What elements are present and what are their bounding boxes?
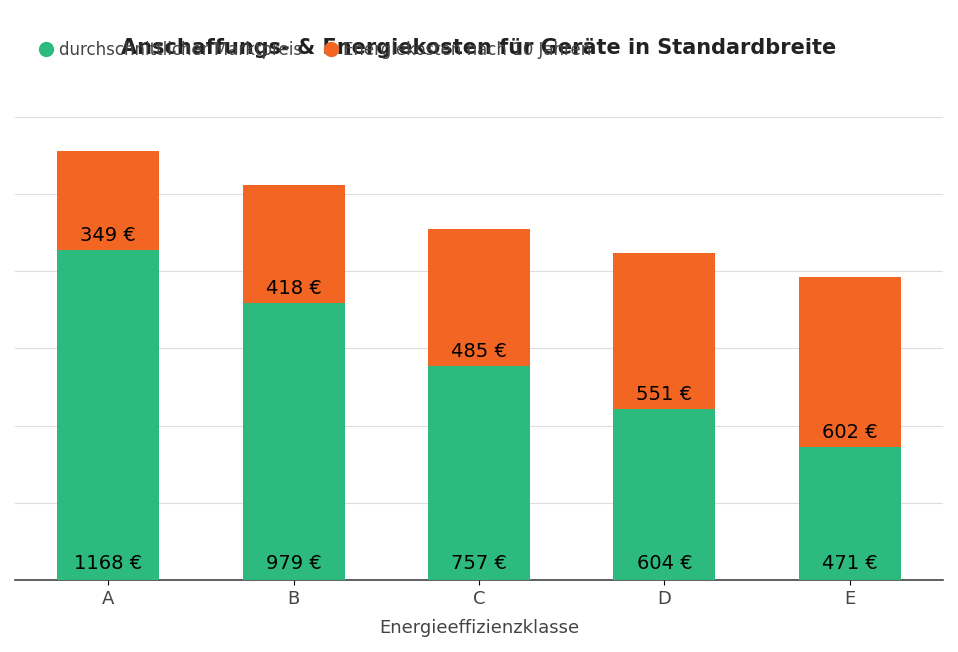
Text: 485 €: 485 € [451,342,507,361]
Text: 551 €: 551 € [636,385,693,404]
Legend: durchschnittlicher Marktpreis, Energiekosten nach 10 Jahren: durchschnittlicher Marktpreis, Energieko… [42,42,592,59]
Bar [242,185,345,303]
Text: 349 €: 349 € [80,226,136,244]
Bar [799,276,901,447]
X-axis label: Energieeffizienzklasse: Energieeffizienzklasse [379,619,579,637]
Text: 1168 €: 1168 € [74,554,142,573]
Text: 979 €: 979 € [265,554,322,573]
Title: Anschaffungs- & Energiekosten für Geräte in Standardbreite: Anschaffungs- & Energiekosten für Geräte… [122,38,836,58]
Bar [799,447,901,580]
Bar [613,409,716,580]
Text: 604 €: 604 € [637,554,693,573]
Text: 602 €: 602 € [822,422,878,442]
Bar [57,250,159,580]
Bar [428,366,530,580]
Text: 418 €: 418 € [265,279,322,298]
Bar [57,151,159,250]
Bar [613,254,716,409]
Bar [242,303,345,580]
Text: 471 €: 471 € [822,554,878,573]
Text: 757 €: 757 € [451,554,507,573]
Bar [428,229,530,366]
